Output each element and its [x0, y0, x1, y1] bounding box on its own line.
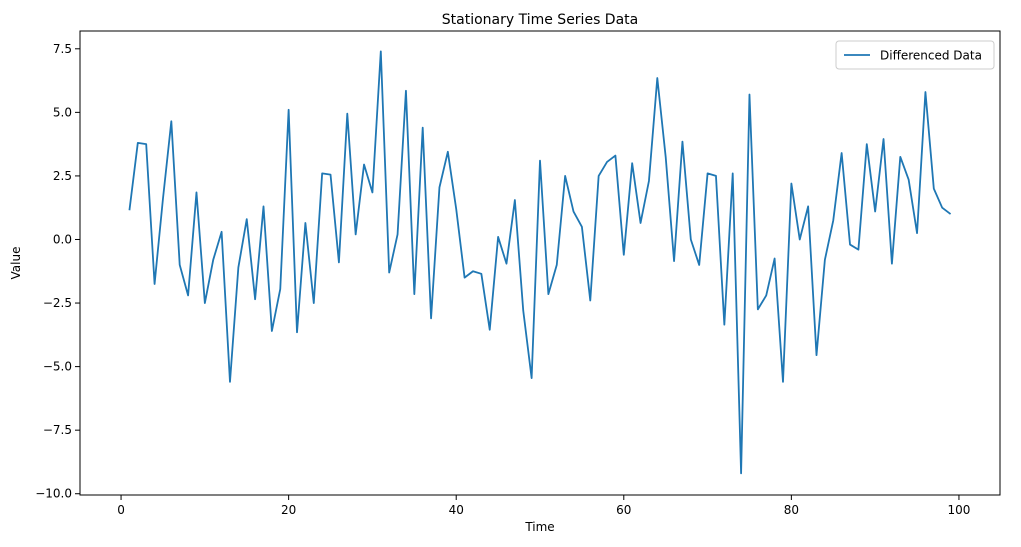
- y-tick-label: 7.5: [53, 42, 72, 56]
- x-tick-label: 100: [947, 503, 970, 517]
- y-tick-label: −5.0: [43, 360, 72, 374]
- x-axis-title: Time: [524, 520, 554, 534]
- y-tick-label: −10.0: [35, 487, 72, 501]
- legend-box: [835, 40, 995, 70]
- y-tick-label: 5.0: [53, 105, 72, 119]
- y-tick-label: 2.5: [53, 169, 72, 183]
- chart-title: Stationary Time Series Data: [442, 12, 639, 28]
- plot-frame: [79, 30, 1001, 496]
- x-axis: 0 20 40 60 80 100: [117, 495, 970, 517]
- x-tick-label: 60: [616, 503, 631, 517]
- x-tick-label: 0: [117, 503, 125, 517]
- legend: Differenced Data: [835, 40, 995, 70]
- y-tick-label: 0.0: [53, 232, 72, 246]
- y-axis: −10.0 −7.5 −5.0 −2.5 0.0 2.5 5.0 7.5: [35, 42, 80, 501]
- y-tick-label: −2.5: [43, 296, 72, 310]
- series-line-differenced-data: [128, 50, 952, 475]
- x-tick-label: 80: [784, 503, 799, 517]
- y-axis-title: Value: [9, 247, 23, 280]
- y-tick-label: −7.5: [43, 423, 72, 437]
- plot-area: 0 20 40 60 80 100 −10.0 −7.5 −5.0 −2.5 0.0 2.5 5.0 7…: [35, 30, 1001, 517]
- x-tick-label: 40: [449, 503, 464, 517]
- x-tick-label: 20: [281, 503, 296, 517]
- legend-label-differenced-data: Differenced Data: [880, 49, 982, 63]
